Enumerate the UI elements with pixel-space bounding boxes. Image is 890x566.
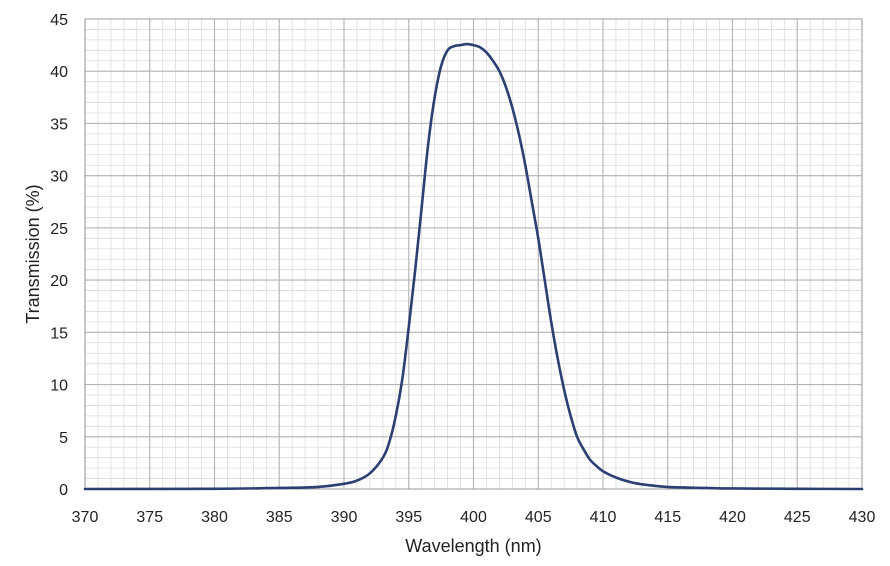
x-tick-label: 385 bbox=[266, 509, 293, 526]
y-tick-label: 35 bbox=[50, 116, 68, 133]
x-tick-label: 425 bbox=[784, 509, 811, 526]
x-tick-label: 405 bbox=[525, 509, 552, 526]
y-tick-label: 45 bbox=[50, 12, 68, 29]
x-tick-label: 415 bbox=[654, 509, 681, 526]
x-tick-label: 400 bbox=[460, 509, 487, 526]
x-tick-labels: 370 375 380 385 390 395 400 405 410 415 420 425 430 bbox=[72, 509, 876, 526]
y-tick-label: 30 bbox=[50, 169, 68, 186]
y-tick-label: 20 bbox=[50, 273, 68, 290]
y-axis-title: Transmission (%) bbox=[23, 184, 43, 323]
y-tick-label: 25 bbox=[50, 221, 68, 238]
y-tick-label: 40 bbox=[50, 64, 68, 81]
transmission-curve bbox=[83, 42, 864, 491]
x-axis-title: Wavelength (nm) bbox=[405, 536, 541, 556]
y-tick-label: 10 bbox=[50, 378, 68, 395]
x-tick-label: 430 bbox=[849, 509, 876, 526]
x-tick-label: 410 bbox=[590, 509, 617, 526]
x-tick-label: 395 bbox=[395, 509, 422, 526]
x-tick-label: 370 bbox=[72, 509, 99, 526]
x-tick-label: 375 bbox=[136, 509, 163, 526]
y-tick-label: 0 bbox=[59, 482, 68, 499]
x-tick-label: 390 bbox=[331, 509, 358, 526]
y-tick-label: 15 bbox=[50, 325, 68, 342]
x-tick-label: 380 bbox=[201, 509, 228, 526]
plot-frame bbox=[84, 18, 863, 490]
y-tick-label: 5 bbox=[59, 430, 68, 447]
x-tick-label: 420 bbox=[719, 509, 746, 526]
y-tick-labels: 0 5 10 15 20 25 30 35 40 45 bbox=[50, 12, 68, 499]
